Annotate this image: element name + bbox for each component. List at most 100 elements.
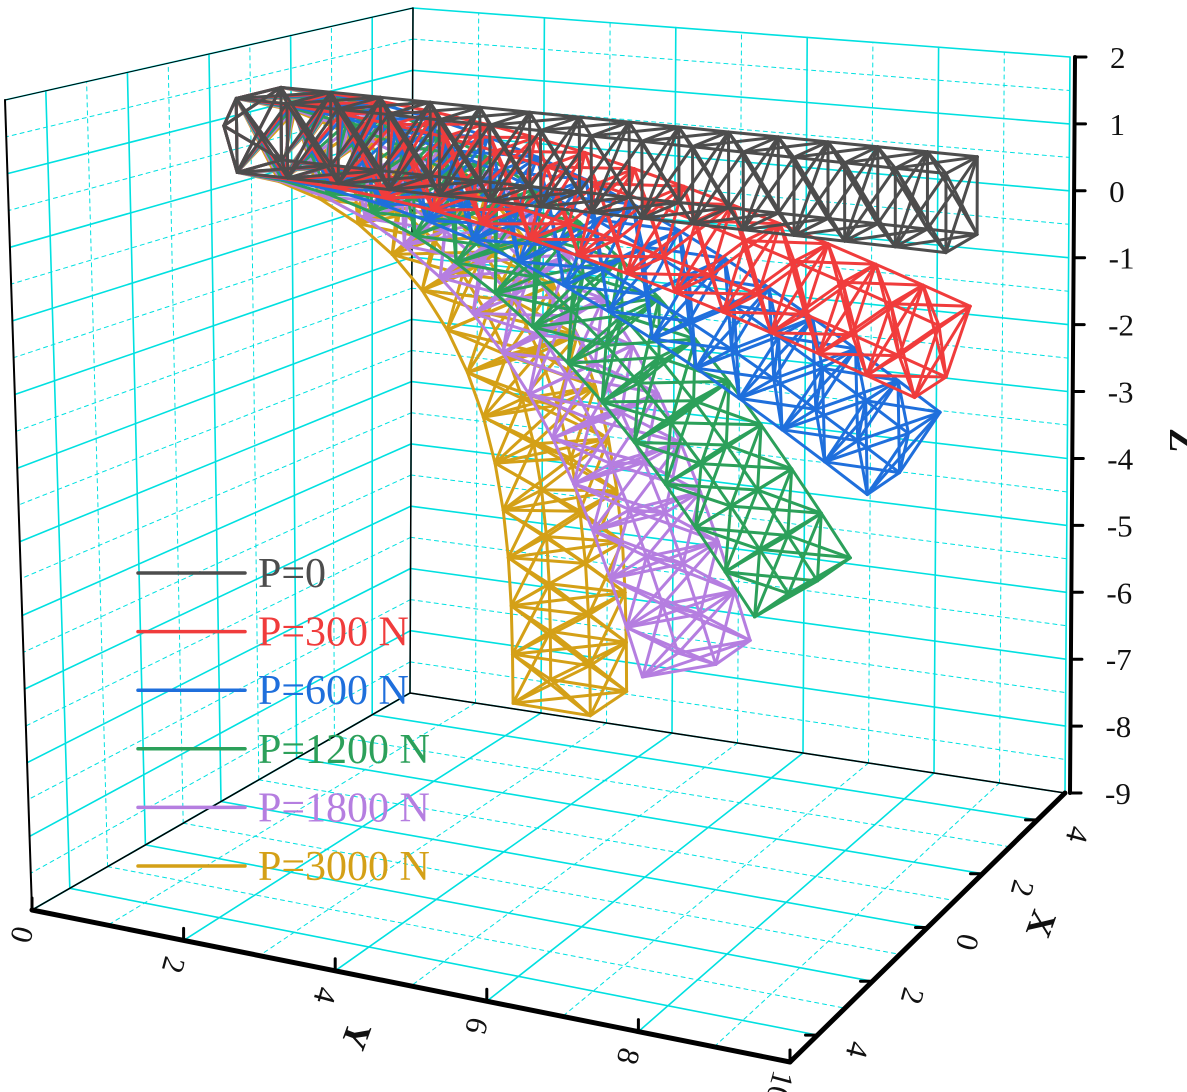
truss-member	[664, 482, 698, 530]
grid-line-back-z	[411, 287, 1069, 359]
z-tick-label: -7	[1106, 642, 1132, 677]
truss-member	[864, 399, 910, 435]
truss-member	[676, 638, 752, 655]
truss-member	[897, 304, 972, 358]
truss-member	[893, 166, 948, 255]
truss-member	[286, 176, 340, 186]
truss-member	[714, 589, 737, 666]
truss-member	[511, 664, 592, 705]
truss-member	[893, 227, 929, 249]
truss-member	[741, 150, 796, 237]
truss-member	[792, 155, 847, 165]
truss-member	[876, 145, 929, 154]
truss-member	[691, 206, 731, 226]
y-tick-label: 4	[306, 984, 344, 1009]
truss-member	[727, 206, 780, 215]
truss-member	[438, 179, 482, 197]
truss-member	[222, 96, 238, 128]
grid-line-floor-y	[562, 762, 869, 1017]
truss-member	[627, 120, 681, 129]
grid-line-floor-x	[107, 866, 846, 1009]
truss-member	[493, 291, 573, 312]
truss-member	[850, 333, 901, 358]
truss-member	[590, 195, 631, 214]
grid-line-floor-y	[107, 702, 476, 926]
truss-member	[329, 95, 382, 167]
truss-member	[865, 302, 893, 377]
truss-member	[488, 185, 532, 203]
truss-member	[843, 222, 880, 243]
y-tick-label: 10	[759, 1067, 801, 1092]
truss-member	[235, 170, 290, 180]
truss-member	[623, 591, 628, 644]
truss-member	[677, 201, 731, 210]
truss-member	[823, 460, 869, 496]
truss-member	[588, 664, 592, 718]
truss-member	[817, 280, 845, 356]
truss-member	[527, 392, 592, 421]
grid-line-floor-x	[295, 757, 984, 875]
truss-member	[591, 461, 646, 533]
truss-member	[641, 651, 680, 679]
truss-member	[527, 343, 634, 396]
truss-member	[893, 232, 979, 249]
truss-member	[865, 410, 942, 496]
truss-member	[641, 612, 702, 679]
truss-member	[379, 169, 433, 178]
grid-line-back-z	[412, 38, 1071, 91]
truss-member	[424, 122, 487, 186]
x-tick-label: 2	[894, 984, 932, 1008]
truss-member	[681, 540, 720, 566]
truss-member	[944, 155, 979, 255]
truss-member	[438, 276, 475, 315]
truss-member	[279, 85, 283, 162]
truss-member	[661, 603, 752, 642]
truss-member	[644, 292, 691, 323]
grid-line-left-x	[289, 34, 298, 759]
truss-member	[769, 259, 796, 335]
box-edge-floor-back	[409, 692, 1066, 794]
truss-member	[480, 222, 532, 241]
truss-member	[286, 169, 383, 180]
truss-member	[520, 397, 536, 446]
truss-member	[572, 440, 682, 486]
truss-member	[661, 589, 737, 606]
truss-member	[589, 120, 631, 138]
truss-member	[528, 237, 581, 258]
truss-member	[732, 304, 741, 400]
truss-member	[378, 95, 432, 104]
truss-member	[330, 188, 382, 206]
truss-member	[386, 113, 442, 197]
truss-member	[826, 217, 880, 226]
truss-member	[641, 638, 752, 679]
truss-member	[235, 163, 333, 174]
truss-member	[815, 511, 823, 583]
x-axis-title: X	[1018, 905, 1064, 943]
grid-line-back-z	[412, 100, 1070, 158]
truss-member	[567, 222, 618, 242]
truss-member	[506, 556, 513, 608]
x-tick-label: 0	[949, 930, 987, 954]
grid-line-left-x	[167, 62, 184, 824]
truss-member	[780, 428, 827, 464]
truss-member	[889, 302, 917, 399]
truss-member	[437, 118, 492, 127]
truss-member	[488, 123, 542, 133]
truss-member	[925, 155, 979, 231]
z-tick-label: 2	[1110, 40, 1126, 75]
truss-member	[329, 90, 382, 99]
truss-member	[478, 105, 482, 183]
truss-member	[551, 436, 646, 464]
truss-member	[640, 216, 695, 226]
truss-member	[493, 461, 582, 513]
truss-member	[548, 629, 629, 693]
truss-member	[699, 462, 733, 508]
grid-line-back-z	[409, 567, 1067, 661]
truss-member	[944, 304, 972, 379]
truss-member	[803, 242, 830, 316]
truss-member	[724, 443, 760, 492]
truss-member	[850, 262, 878, 337]
truss-member	[539, 205, 594, 214]
truss-member	[481, 415, 497, 465]
z-axis-title: Z	[1162, 428, 1187, 452]
